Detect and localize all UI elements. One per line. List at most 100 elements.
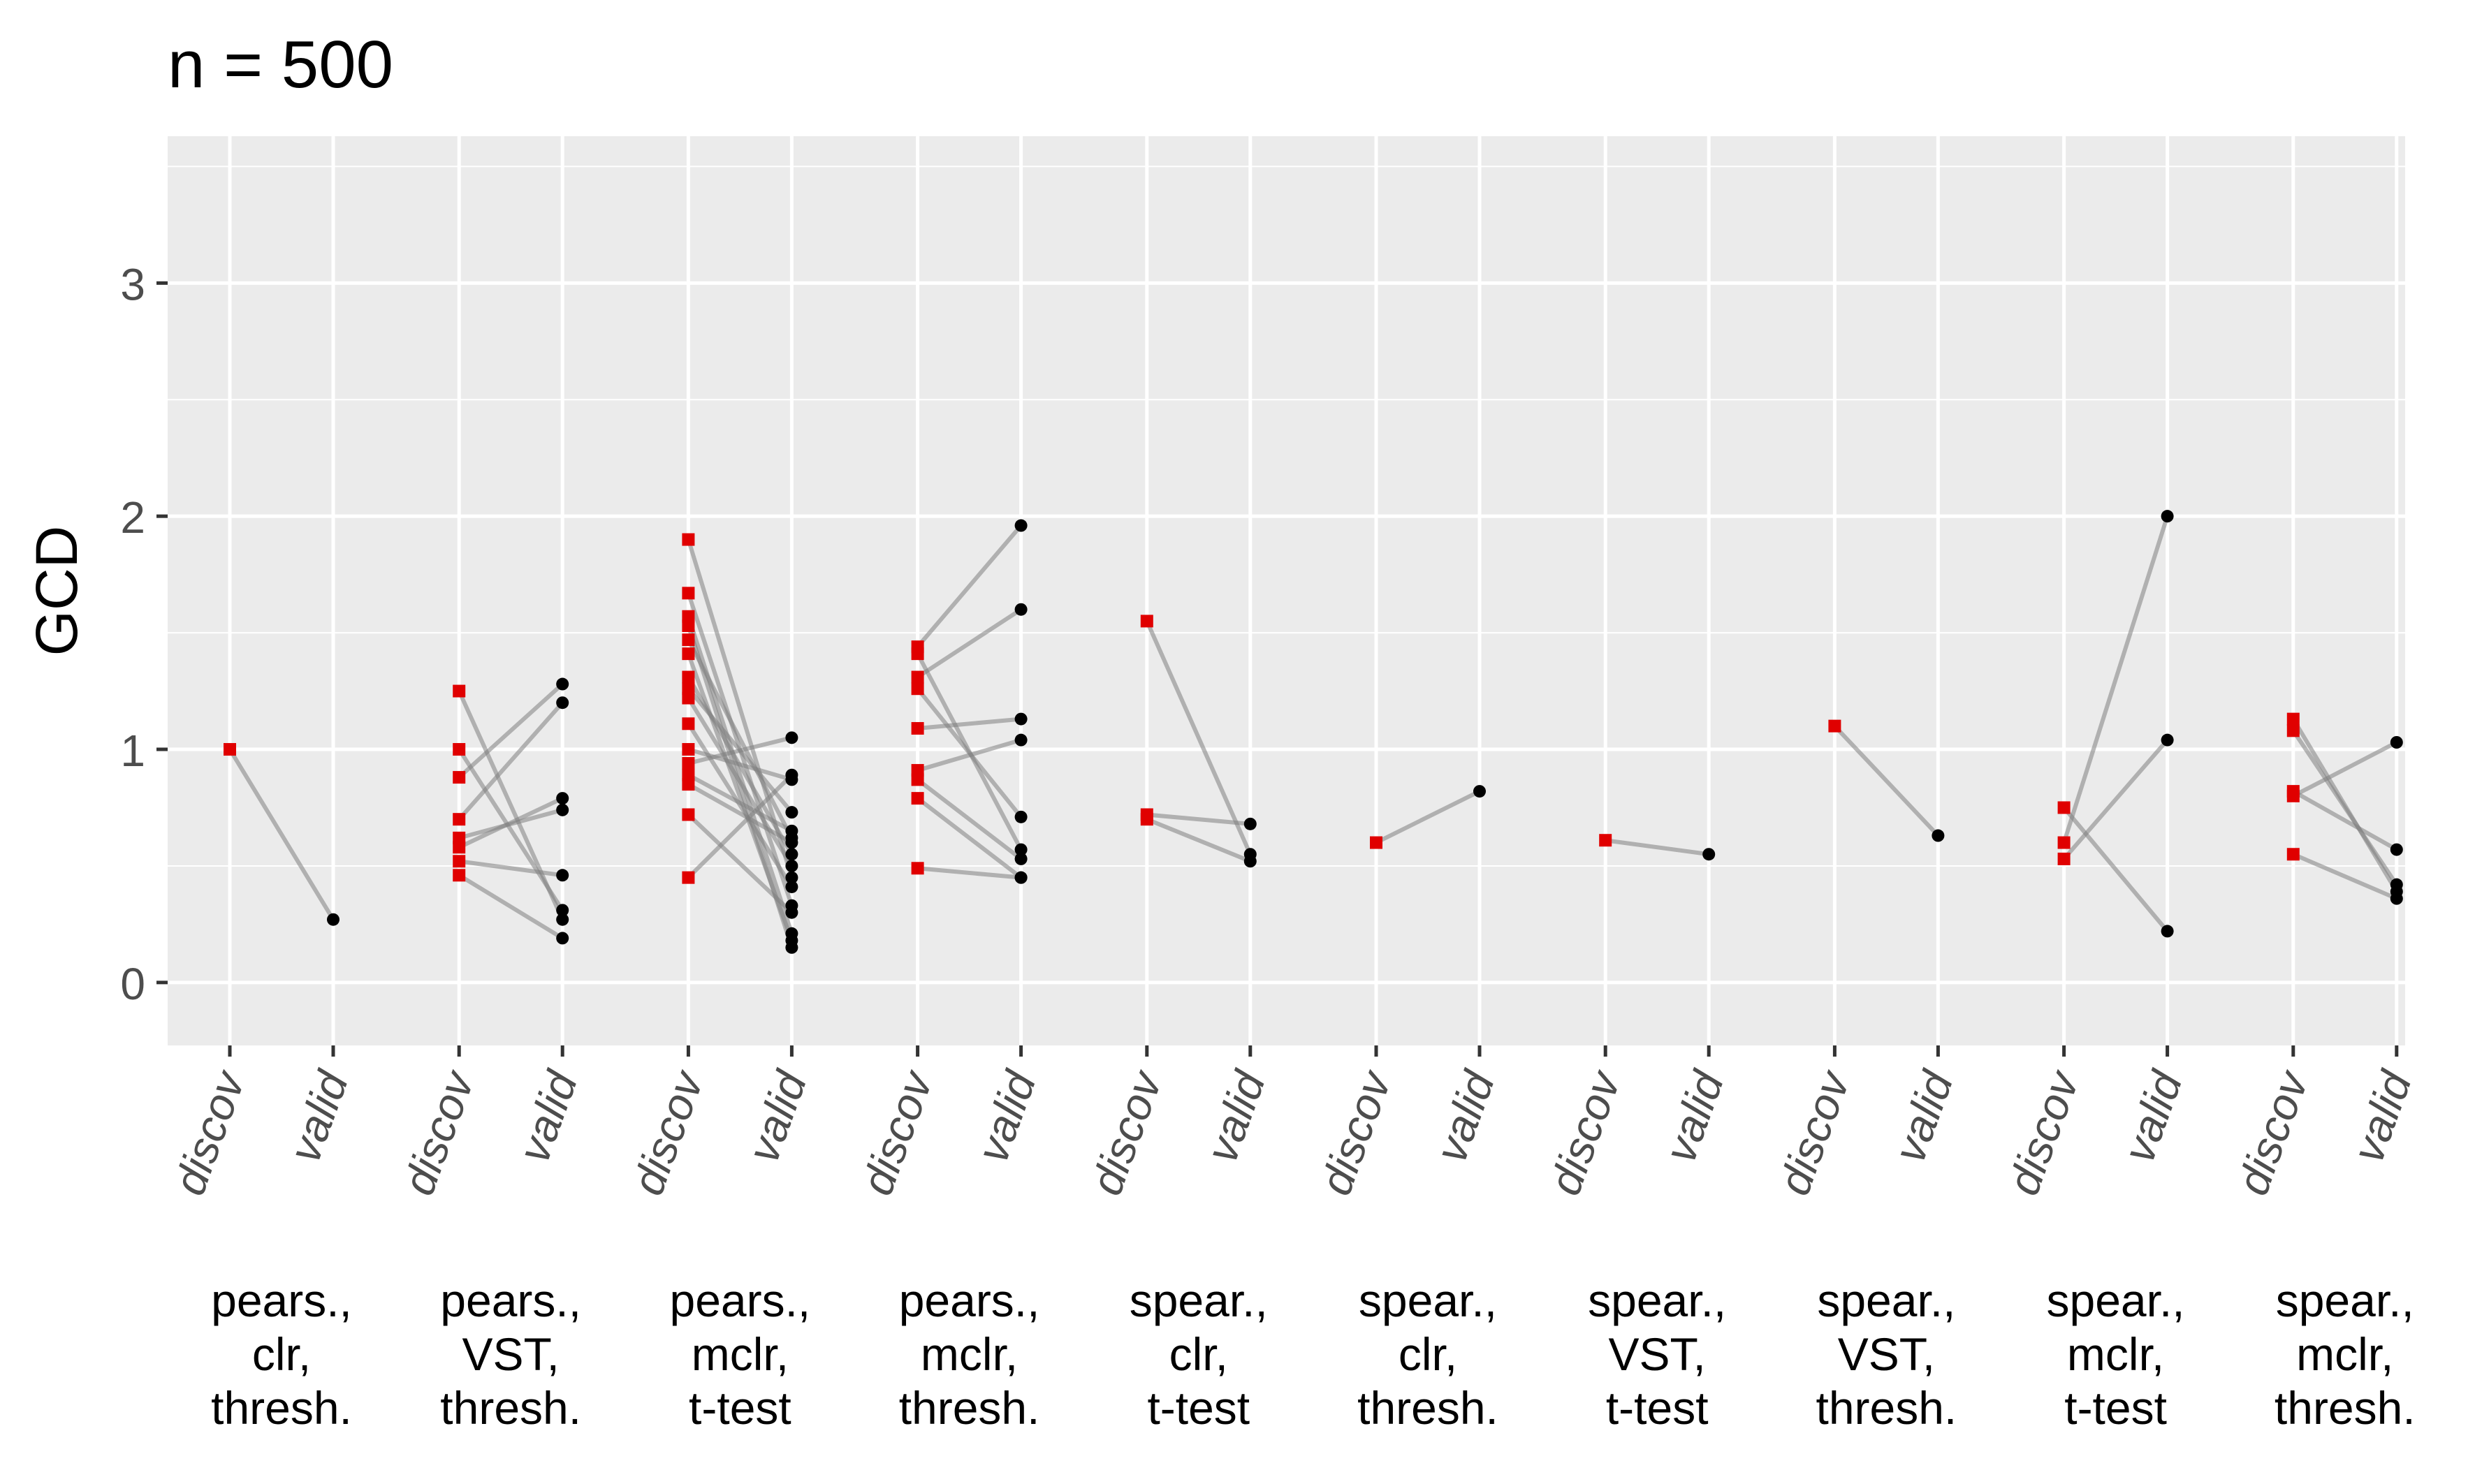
valid-point	[556, 803, 569, 816]
pair-line	[916, 796, 1023, 880]
y-axis-label: GCD	[24, 526, 89, 656]
discov-point	[1140, 813, 1153, 826]
group-label-line: mclr,	[2296, 1328, 2393, 1380]
valid-point	[785, 768, 798, 781]
valid-point	[1014, 871, 1028, 884]
group-label-line: thresh.	[211, 1382, 352, 1434]
discov-point	[682, 633, 695, 647]
x-tick-label: valid	[1425, 1064, 1504, 1169]
pair-line	[1605, 838, 1709, 857]
group-label-line: clr,	[252, 1328, 311, 1380]
valid-point	[1932, 829, 1945, 842]
group-label-line: thresh.	[2275, 1382, 2416, 1434]
y-tick-label: 3	[120, 259, 145, 309]
discov-point	[911, 792, 924, 805]
x-tick-label: discov	[852, 1062, 943, 1201]
pair-line	[917, 866, 1021, 880]
pair-line	[916, 608, 1023, 679]
valid-point	[785, 824, 798, 837]
pair-line	[917, 737, 1022, 772]
group-label-line: pears.,	[670, 1274, 811, 1326]
x-tick-label: discov	[1998, 1062, 2089, 1201]
discov-point	[2286, 848, 2300, 861]
y-tick-label: 0	[120, 959, 145, 1009]
discov-point	[682, 647, 695, 661]
x-tick-label: discov	[393, 1062, 485, 1201]
discov-point	[682, 619, 695, 633]
discov-point	[682, 871, 695, 884]
group-label-line: spear.,	[1817, 1274, 1955, 1326]
group-label-line: thresh.	[1816, 1382, 1957, 1434]
discov-point	[2057, 801, 2071, 814]
valid-point	[785, 848, 798, 861]
valid-point	[2390, 892, 2403, 905]
pair-line	[1145, 620, 1253, 855]
discov-point	[453, 841, 466, 854]
pair-line	[2291, 729, 2399, 886]
group-label-line: spear.,	[1359, 1274, 1497, 1326]
pair-line	[458, 796, 564, 849]
discov-point	[682, 691, 695, 705]
group-label-line: mclr,	[921, 1328, 1018, 1380]
discov-point	[453, 684, 466, 698]
pair-line	[1833, 724, 1940, 837]
valid-point	[1702, 848, 1716, 861]
group-label-line: spear.,	[2047, 1274, 2185, 1326]
pair-line	[2061, 515, 2170, 844]
group-label-line: t-test	[1147, 1382, 1250, 1434]
pair-line	[2292, 789, 2398, 852]
pair-line	[687, 773, 793, 833]
discov-point	[682, 743, 695, 756]
valid-point	[556, 677, 569, 691]
valid-point	[785, 934, 798, 947]
group-label-line: thresh.	[899, 1382, 1040, 1434]
x-tick-label: valid	[279, 1064, 358, 1169]
valid-point	[785, 859, 798, 872]
group-label-line: clr,	[1169, 1328, 1228, 1380]
group-label-line: t-test	[2064, 1382, 2167, 1434]
discov-point	[453, 855, 466, 868]
valid-point	[556, 932, 569, 945]
discov-point	[682, 778, 695, 791]
valid-point	[2161, 510, 2174, 523]
pair-line	[228, 748, 335, 921]
valid-point	[1243, 817, 1257, 830]
pair-line	[687, 747, 793, 782]
valid-point	[2390, 843, 2403, 856]
discov-point	[682, 717, 695, 730]
x-tick-label: valid	[1655, 1064, 1734, 1169]
x-tick-label: discov	[1540, 1062, 1631, 1201]
chart-title: n = 500	[168, 27, 393, 102]
group-label-line: spear.,	[1588, 1274, 1726, 1326]
x-tick-label: valid	[967, 1064, 1046, 1169]
valid-point	[1014, 852, 1028, 865]
group-label-line: pears.,	[440, 1274, 581, 1326]
pair-line	[2292, 740, 2398, 798]
discov-point	[1370, 836, 1382, 849]
pair-line	[687, 735, 793, 765]
pair-line	[1146, 817, 1251, 864]
valid-point	[2390, 736, 2403, 749]
pair-line	[457, 701, 564, 821]
valid-point	[785, 836, 798, 849]
discov-point	[2286, 789, 2300, 802]
discov-point	[911, 670, 924, 684]
discov-point	[682, 670, 695, 684]
pair-line	[457, 748, 564, 911]
valid-point	[785, 871, 798, 884]
discov-point	[453, 743, 466, 756]
discov-point	[682, 587, 695, 600]
x-tick-label: discov	[1769, 1062, 1860, 1201]
discov-point	[911, 773, 924, 786]
discov-point	[1599, 834, 1612, 847]
discov-point	[682, 757, 695, 770]
valid-point	[327, 913, 340, 926]
x-tick-label: valid	[2113, 1064, 2192, 1169]
discov-point	[453, 813, 466, 826]
pair-line	[916, 687, 1023, 818]
x-tick-label: discov	[622, 1062, 714, 1201]
x-tick-label: discov	[1310, 1062, 1401, 1201]
y-tick-label: 2	[120, 492, 145, 543]
group-label-line: VST,	[462, 1328, 560, 1380]
discov-point	[682, 533, 695, 546]
